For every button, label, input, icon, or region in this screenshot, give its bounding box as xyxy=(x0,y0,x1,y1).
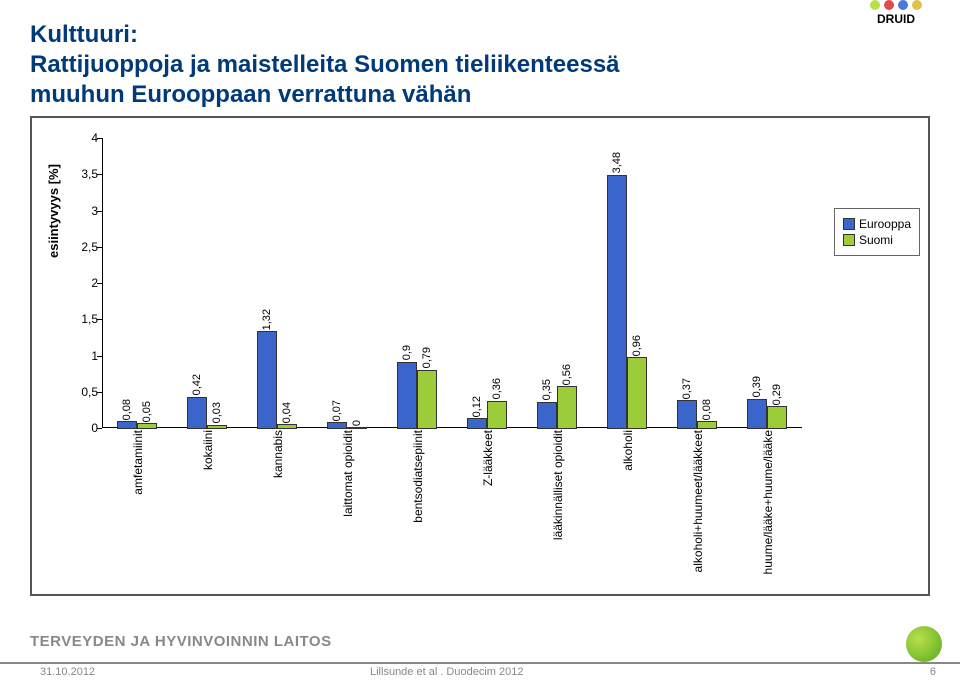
y-tick-label: 4 xyxy=(58,131,98,145)
bar xyxy=(328,423,346,428)
bar-value-label: 0 xyxy=(351,420,363,426)
bar xyxy=(488,402,506,428)
bar xyxy=(208,426,226,428)
bar xyxy=(628,358,646,428)
y-tick-mark xyxy=(97,174,102,175)
category-label: kokaiini xyxy=(201,430,215,470)
y-tick-mark xyxy=(97,211,102,212)
bar xyxy=(468,419,486,428)
bar-value-label: 0,08 xyxy=(701,399,713,420)
y-tick-label: 1,5 xyxy=(58,312,98,326)
bar xyxy=(768,407,786,428)
y-tick-mark xyxy=(97,319,102,320)
slide-title: Kulttuuri: Rattijuoppoja ja maistelleita… xyxy=(30,20,930,110)
thl-swirl-icon xyxy=(906,626,942,662)
y-tick-mark xyxy=(97,283,102,284)
category-label: huume/lääke+huume/lääke xyxy=(761,430,775,574)
bar xyxy=(188,398,206,428)
category-label: lääkinnälliset opioidit xyxy=(551,430,565,540)
bar xyxy=(678,401,696,428)
legend-item: Suomi xyxy=(843,233,911,247)
bar-value-label: 0,03 xyxy=(211,402,223,423)
y-tick-mark xyxy=(97,392,102,393)
bar-value-label: 0,39 xyxy=(751,376,763,397)
bar xyxy=(258,332,276,428)
bar-value-label: 1,32 xyxy=(261,309,273,330)
legend-label: Eurooppa xyxy=(859,217,911,231)
y-tick-mark xyxy=(97,428,102,429)
bar-value-label: 0,9 xyxy=(401,345,413,360)
y-tick-label: 1 xyxy=(58,349,98,363)
footer-date: 31.10.2012 xyxy=(40,666,95,678)
bar xyxy=(748,400,766,428)
footer-citation: Lillsunde et al . Duodecim 2012 xyxy=(370,666,523,678)
bar xyxy=(608,176,626,428)
y-axis xyxy=(102,138,103,428)
y-tick-mark xyxy=(97,247,102,248)
y-tick-label: 0,5 xyxy=(58,385,98,399)
category-label: bentsodiatsepiinit xyxy=(411,430,425,523)
x-labels-area: amfetamiinit kokaiini kannabis laittomat op… xyxy=(102,430,802,570)
y-tick-label: 2 xyxy=(58,276,98,290)
category-label: alkoholi xyxy=(621,430,635,471)
slide-page: DRUID Kulttuuri: Rattijuoppoja ja maiste… xyxy=(0,0,960,682)
category-label: amfetamiinit xyxy=(131,430,145,495)
category-label: alkoholi+huumeet/lääkkeet xyxy=(691,430,705,572)
title-line3: muuhun Eurooppaan verrattuna vähän xyxy=(30,81,471,108)
plot-area: 00,511,522,533,540,080,050,420,031,320,0… xyxy=(102,138,802,428)
bar xyxy=(398,363,416,428)
bar-value-label: 0,07 xyxy=(331,400,343,421)
category-label: Z-lääkkeet xyxy=(481,430,495,486)
bar-value-label: 0,29 xyxy=(771,384,783,405)
bar-value-label: 0,08 xyxy=(121,399,133,420)
bar xyxy=(138,424,156,428)
legend-swatch xyxy=(843,234,855,246)
druid-logo: DRUID xyxy=(856,0,936,26)
bar xyxy=(418,371,436,428)
bar-value-label: 0,04 xyxy=(281,402,293,423)
legend: Eurooppa Suomi xyxy=(834,208,920,256)
bar xyxy=(118,422,136,428)
category-label: kannabis xyxy=(271,430,285,478)
category-label: laittomat opioidit xyxy=(341,430,355,517)
footer-page-number: 6 xyxy=(930,666,936,678)
logo-text: DRUID xyxy=(856,12,936,26)
logo-dot xyxy=(884,0,894,10)
footer-divider xyxy=(0,662,960,664)
bar-value-label: 0,96 xyxy=(631,335,643,356)
bar xyxy=(558,387,576,428)
logo-dot xyxy=(912,0,922,10)
logo-dot xyxy=(898,0,908,10)
legend-swatch xyxy=(843,218,855,230)
x-axis xyxy=(102,427,802,428)
y-tick-mark xyxy=(97,356,102,357)
bar-value-label: 3,48 xyxy=(611,152,623,173)
logo-dot xyxy=(870,0,880,10)
y-tick-label: 2,5 xyxy=(58,240,98,254)
bar-value-label: 0,79 xyxy=(421,347,433,368)
bar-value-label: 0,05 xyxy=(141,401,153,422)
bar-value-label: 0,37 xyxy=(681,378,693,399)
legend-item: Eurooppa xyxy=(843,217,911,231)
title-line2: Rattijuoppoja ja maistelleita Suomen tie… xyxy=(30,51,620,78)
bar-value-label: 0,42 xyxy=(191,374,203,395)
y-tick-label: 3 xyxy=(58,204,98,218)
bar-value-label: 0,12 xyxy=(471,396,483,417)
bar xyxy=(698,422,716,428)
bar-value-label: 0,36 xyxy=(491,378,503,399)
bar-value-label: 0,56 xyxy=(561,364,573,385)
legend-label: Suomi xyxy=(859,233,893,247)
footer-org: TERVEYDEN JA HYVINVOINNIN LAITOS xyxy=(30,633,332,650)
bar xyxy=(278,425,296,428)
y-tick-label: 0 xyxy=(58,421,98,435)
y-tick-label: 3,5 xyxy=(58,167,98,181)
bar-value-label: 0,35 xyxy=(541,379,553,400)
bar xyxy=(538,403,556,428)
y-tick-mark xyxy=(97,138,102,139)
chart-container: esiintyvyys [%] 00,511,522,533,540,080,0… xyxy=(30,116,930,596)
title-line1: Kulttuuri: xyxy=(30,21,138,48)
